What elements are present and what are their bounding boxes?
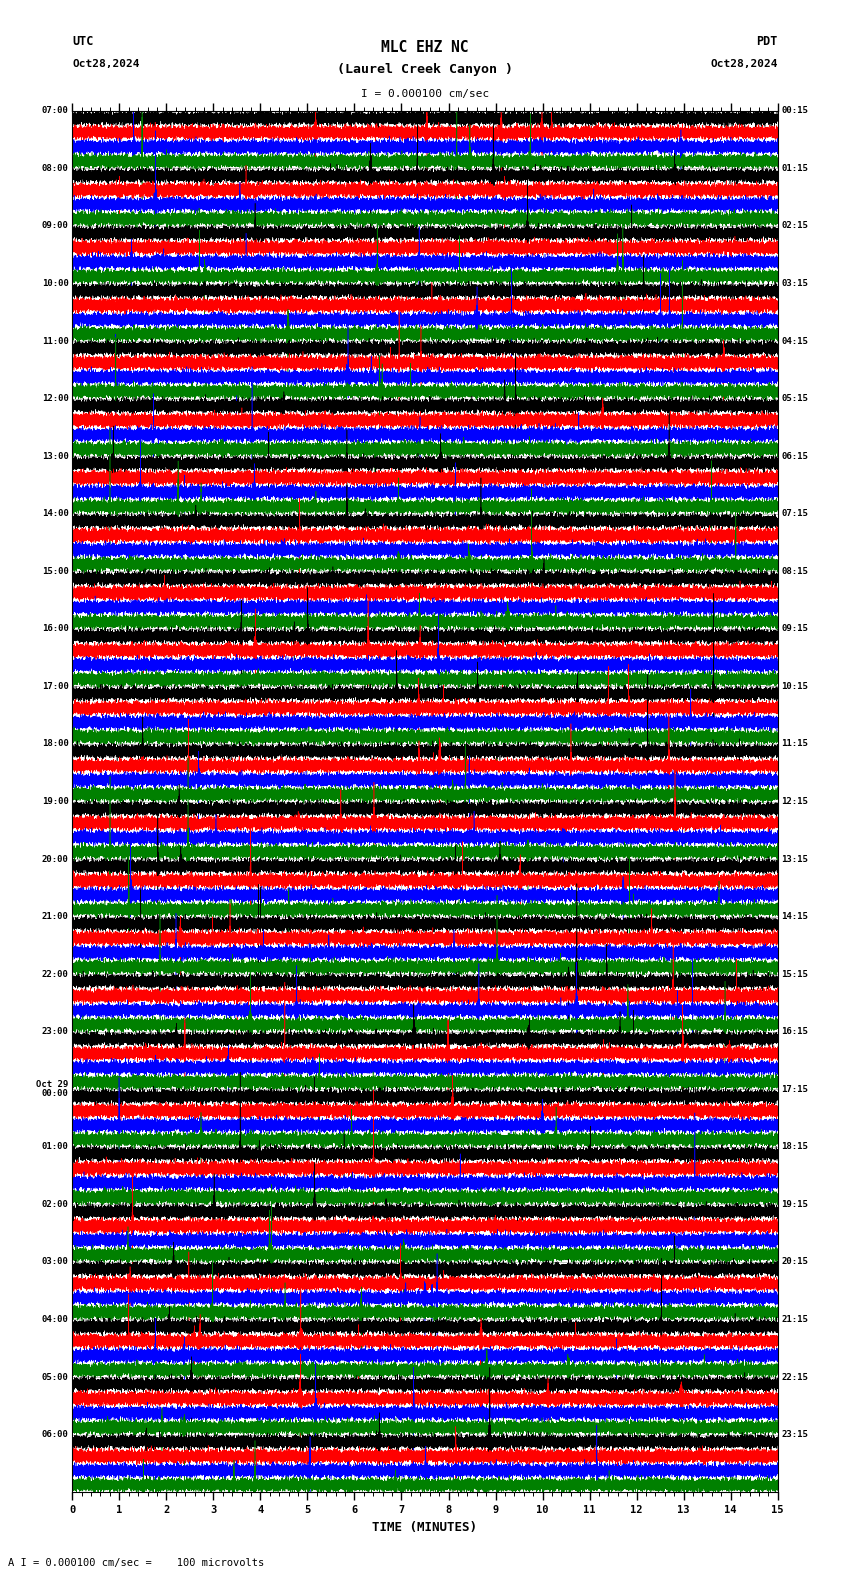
Text: 19:00: 19:00 bbox=[42, 797, 69, 806]
Text: 11:15: 11:15 bbox=[781, 740, 808, 749]
Text: 10:15: 10:15 bbox=[781, 681, 808, 691]
Text: 02:15: 02:15 bbox=[781, 222, 808, 231]
Text: 22:15: 22:15 bbox=[781, 1372, 808, 1381]
Text: 20:15: 20:15 bbox=[781, 1258, 808, 1267]
Text: 20:00: 20:00 bbox=[42, 854, 69, 863]
Text: 12:15: 12:15 bbox=[781, 797, 808, 806]
Text: 17:00: 17:00 bbox=[42, 681, 69, 691]
Text: 10:00: 10:00 bbox=[42, 279, 69, 288]
Text: 13:00: 13:00 bbox=[42, 451, 69, 461]
Text: 06:15: 06:15 bbox=[781, 451, 808, 461]
Text: 18:15: 18:15 bbox=[781, 1142, 808, 1152]
Text: (Laurel Creek Canyon ): (Laurel Creek Canyon ) bbox=[337, 63, 513, 76]
Text: 02:00: 02:00 bbox=[42, 1199, 69, 1209]
Text: 18:00: 18:00 bbox=[42, 740, 69, 749]
Text: A I = 0.000100 cm/sec =    100 microvolts: A I = 0.000100 cm/sec = 100 microvolts bbox=[8, 1559, 264, 1568]
Text: 14:00: 14:00 bbox=[42, 508, 69, 518]
Text: 12:00: 12:00 bbox=[42, 394, 69, 404]
Text: 14:15: 14:15 bbox=[781, 912, 808, 922]
Text: 21:00: 21:00 bbox=[42, 912, 69, 922]
Text: 07:15: 07:15 bbox=[781, 508, 808, 518]
Text: 08:15: 08:15 bbox=[781, 567, 808, 577]
Text: 22:00: 22:00 bbox=[42, 969, 69, 979]
Text: 00:15: 00:15 bbox=[781, 106, 808, 116]
Text: 01:15: 01:15 bbox=[781, 163, 808, 173]
Text: 17:15: 17:15 bbox=[781, 1085, 808, 1095]
Text: 03:00: 03:00 bbox=[42, 1258, 69, 1267]
Text: 08:00: 08:00 bbox=[42, 163, 69, 173]
Text: UTC: UTC bbox=[72, 35, 94, 48]
Text: Oct28,2024: Oct28,2024 bbox=[72, 59, 139, 68]
Text: 07:00: 07:00 bbox=[42, 106, 69, 116]
Text: I = 0.000100 cm/sec: I = 0.000100 cm/sec bbox=[361, 89, 489, 98]
Text: 11:00: 11:00 bbox=[42, 336, 69, 345]
Text: PDT: PDT bbox=[756, 35, 778, 48]
Text: 06:00: 06:00 bbox=[42, 1430, 69, 1440]
Text: 09:15: 09:15 bbox=[781, 624, 808, 634]
Text: 05:00: 05:00 bbox=[42, 1372, 69, 1381]
X-axis label: TIME (MINUTES): TIME (MINUTES) bbox=[372, 1521, 478, 1533]
Text: 01:00: 01:00 bbox=[42, 1142, 69, 1152]
Text: 23:15: 23:15 bbox=[781, 1430, 808, 1440]
Text: 04:15: 04:15 bbox=[781, 336, 808, 345]
Text: MLC EHZ NC: MLC EHZ NC bbox=[382, 40, 468, 54]
Text: 04:00: 04:00 bbox=[42, 1315, 69, 1324]
Text: 23:00: 23:00 bbox=[42, 1026, 69, 1036]
Text: Oct 29: Oct 29 bbox=[37, 1080, 69, 1090]
Text: 15:15: 15:15 bbox=[781, 969, 808, 979]
Text: 16:15: 16:15 bbox=[781, 1026, 808, 1036]
Text: 13:15: 13:15 bbox=[781, 854, 808, 863]
Text: Oct28,2024: Oct28,2024 bbox=[711, 59, 778, 68]
Text: 00:00: 00:00 bbox=[42, 1090, 69, 1098]
Text: 15:00: 15:00 bbox=[42, 567, 69, 577]
Text: 09:00: 09:00 bbox=[42, 222, 69, 231]
Text: 16:00: 16:00 bbox=[42, 624, 69, 634]
Text: 21:15: 21:15 bbox=[781, 1315, 808, 1324]
Text: 05:15: 05:15 bbox=[781, 394, 808, 404]
Text: 19:15: 19:15 bbox=[781, 1199, 808, 1209]
Text: 03:15: 03:15 bbox=[781, 279, 808, 288]
